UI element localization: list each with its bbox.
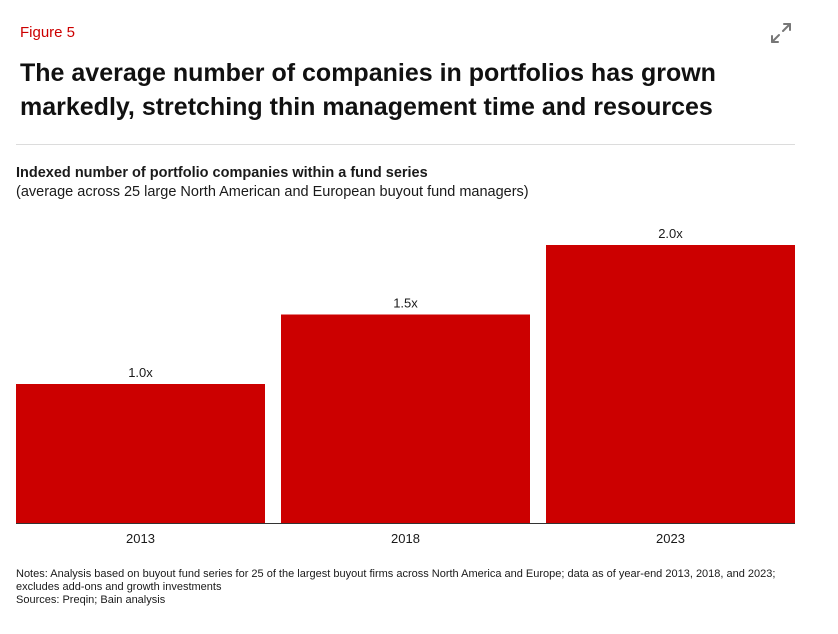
bar-2013: [16, 384, 265, 523]
headline: The average number of companies in portf…: [20, 59, 716, 121]
value-label-2018: 1.5x: [393, 296, 418, 311]
figure-label: Figure 5: [20, 24, 76, 41]
expand-arrows-icon[interactable]: [768, 20, 794, 46]
value-label-2013: 1.0x: [128, 365, 153, 380]
chart-title: Indexed number of portfolio companies wi…: [16, 165, 428, 181]
value-label-2023: 2.0x: [658, 226, 683, 241]
chart-subtitle: (average across 25 large North American …: [16, 184, 529, 200]
x-tick-label-2023: 2023: [656, 531, 685, 546]
divider: [16, 144, 795, 145]
x-tick-label-2018: 2018: [391, 531, 420, 546]
bar-2023: [546, 245, 795, 523]
bar-2018: [281, 314, 530, 523]
x-tick-label-2013: 2013: [126, 531, 155, 546]
chart-notes: Notes: Analysis based on buyout fund ser…: [16, 568, 776, 593]
chart-sources: Sources: Preqin; Bain analysis: [16, 594, 166, 606]
